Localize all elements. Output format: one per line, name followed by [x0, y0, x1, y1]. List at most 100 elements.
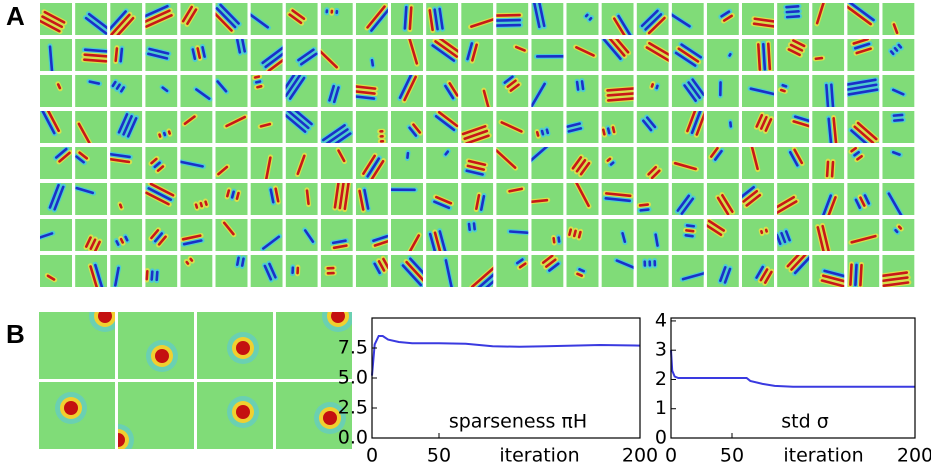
stripe — [372, 234, 388, 243]
filter-tile — [110, 3, 143, 35]
y-tick-label: 0.0 — [338, 427, 368, 449]
stripes — [320, 45, 340, 71]
y-tick-label: 5.0 — [338, 367, 368, 389]
filter-tile — [320, 183, 353, 215]
stripe — [891, 150, 901, 156]
stripes — [145, 183, 177, 207]
tile-bg — [742, 219, 774, 251]
filter-tile — [742, 183, 774, 215]
filter-tile — [180, 147, 213, 179]
stripe — [707, 219, 725, 232]
stripe — [262, 235, 281, 250]
stripes — [640, 114, 658, 134]
stripe — [684, 234, 694, 238]
stripe — [823, 269, 845, 279]
stripe — [48, 45, 54, 71]
stripe — [615, 259, 634, 271]
filter-tile — [215, 3, 248, 35]
stripes — [468, 16, 494, 30]
stripe — [566, 122, 581, 128]
stripe — [83, 53, 108, 58]
stripes — [110, 151, 133, 165]
stripe — [382, 257, 388, 270]
filter-tile — [250, 111, 283, 143]
stripe — [201, 46, 206, 58]
filter-tile — [671, 219, 704, 251]
stripes — [82, 11, 108, 35]
filter-tile — [180, 219, 213, 251]
filter-tile — [461, 183, 494, 215]
stripe — [750, 147, 759, 171]
stripes — [47, 183, 67, 213]
stripe — [75, 155, 85, 164]
stripe — [588, 16, 593, 21]
filter-tile — [355, 3, 388, 35]
stripe — [379, 134, 384, 138]
annotation: sparseness πH — [449, 411, 587, 433]
stripe — [333, 183, 341, 209]
x-axis-label: iteration — [499, 445, 579, 467]
center-tile — [118, 312, 194, 379]
stripe — [117, 112, 129, 134]
stripe — [853, 150, 860, 157]
stripe — [777, 233, 782, 246]
filter-tile — [847, 147, 880, 179]
stripe — [222, 221, 235, 236]
stripes — [890, 112, 906, 124]
data-line — [371, 335, 641, 376]
filter-tile — [636, 255, 669, 287]
filter-tile — [145, 111, 178, 143]
stripes — [819, 192, 839, 215]
stripe — [181, 5, 193, 23]
stripe — [479, 194, 486, 211]
stripe — [777, 195, 795, 212]
filter-tile — [636, 147, 669, 179]
stripe — [215, 7, 237, 29]
stripe — [645, 46, 669, 65]
stripes — [513, 44, 528, 54]
filter-tile — [145, 219, 178, 251]
stripes — [324, 7, 340, 17]
stripe — [605, 192, 632, 198]
stripe — [780, 231, 787, 244]
stripe — [111, 80, 117, 88]
filter-tile — [285, 147, 318, 179]
stripe — [355, 84, 377, 90]
filter-tile — [496, 219, 529, 251]
stripe — [335, 9, 339, 15]
stripe — [288, 76, 306, 100]
filter-tile — [180, 111, 213, 143]
stripe — [687, 81, 701, 100]
filter-tile — [391, 75, 423, 107]
filter-tile — [812, 255, 845, 287]
stripe — [269, 188, 275, 204]
stripe — [742, 189, 759, 203]
stripe — [728, 52, 732, 57]
stripe — [437, 111, 459, 128]
stripe — [186, 8, 198, 26]
stripe — [41, 15, 64, 29]
stripes — [888, 41, 904, 57]
stripe — [745, 193, 762, 207]
stripe — [408, 234, 421, 251]
filter-tile — [636, 111, 669, 143]
filter-tile — [882, 183, 915, 215]
stripe — [677, 47, 700, 63]
stripes — [117, 201, 125, 211]
stripe — [466, 42, 474, 61]
stripe — [575, 46, 595, 57]
stripe — [119, 47, 124, 63]
stripe — [296, 266, 300, 275]
stripes — [823, 81, 836, 107]
stripe — [579, 161, 591, 176]
stripe — [571, 156, 583, 170]
stripe — [236, 256, 240, 266]
stripe — [815, 3, 826, 25]
filter-tile — [531, 75, 564, 107]
stripe — [821, 274, 845, 284]
x-tick-label: 0 — [665, 445, 677, 467]
stripes — [506, 186, 526, 194]
stripes — [145, 3, 175, 30]
tile-bg — [636, 219, 669, 251]
stripes — [645, 164, 663, 179]
